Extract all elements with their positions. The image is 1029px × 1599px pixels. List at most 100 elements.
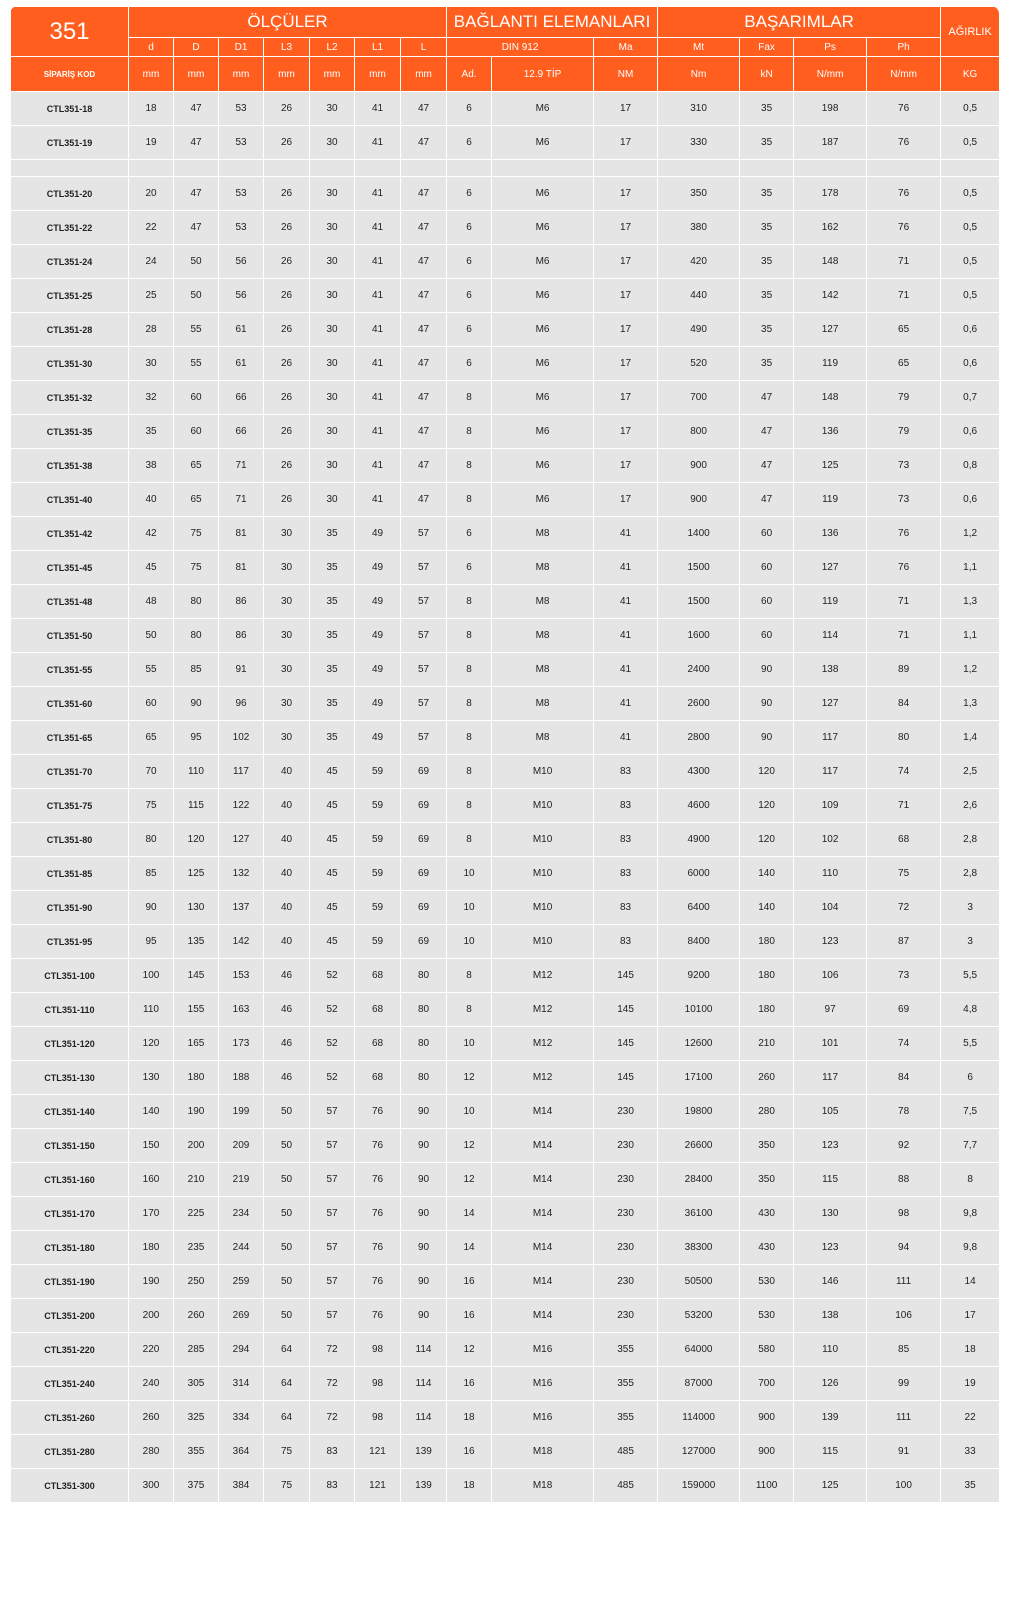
table-cell: 98 [866,1196,942,1231]
empty-cell [128,159,174,177]
table-cell: 19800 [657,1094,741,1129]
table-cell: 76 [866,550,942,585]
table-cell: 90 [399,1094,448,1129]
table-cell: 17 [593,176,659,211]
table-cell: 47 [173,176,219,211]
table-cell: 10 [446,856,493,891]
order-code: CTL351-220 [10,1332,129,1367]
table-cell: 121 [354,1468,401,1503]
table-cell: 5,5 [940,958,999,993]
table-cell: 71 [218,482,264,517]
table-cell: M8 [491,720,595,755]
table-cell: 59 [354,924,401,959]
table-cell: 59 [354,754,401,789]
table-cell: 47 [173,210,219,245]
table-cell: 200 [173,1128,219,1163]
table-cell: 47 [173,125,219,160]
table-cell: 123 [793,1128,868,1163]
table-cell: 65 [866,312,942,347]
table-cell: 8 [446,992,493,1027]
table-cell: 1,3 [940,584,999,619]
table-cell: 30 [309,210,355,245]
table-cell: 119 [793,482,868,517]
table-cell: 430 [739,1196,795,1231]
table-cell: 30 [263,720,310,755]
empty-cell [263,159,310,177]
table-cell: 97 [793,992,868,1027]
table-cell: 14 [446,1196,493,1231]
table-cell: 0,5 [940,244,999,279]
table-row: CTL351-18 18 47 53 26 30 41 47 6 M6 17 310 35 198 76 0,… [10,91,999,126]
table-cell: 75 [173,516,219,551]
table-cell: 6 [446,516,493,551]
table-cell: 17 [593,278,659,313]
table-row: CTL351-150 150 200 209 50 57 76 90 12 M14 230 26600… [10,1128,999,1163]
table-cell: 1,2 [940,516,999,551]
table-row: CTL351-42 42 75 81 30 35 49 57 6 M8 41 1400 60 136 76 1… [10,516,999,551]
table-cell: 145 [593,1026,659,1061]
table-cell: 22 [940,1400,999,1435]
table-row: CTL351-130 130 180 188 46 52 68 80 12 M12 145 17100… [10,1060,999,1095]
table-cell: 53 [218,125,264,160]
table-cell: M6 [491,91,595,126]
table-cell: 57 [399,516,448,551]
table-cell: 86 [218,584,264,619]
table-cell: 40 [263,754,310,789]
table-row: CTL351-90 90 130 137 40 45 59 69 10 M10 83 6400 140 1… [10,890,999,925]
table-cell: 294 [218,1332,264,1367]
table-cell: 75 [173,550,219,585]
table-cell: 20 [128,176,174,211]
table-cell: 102 [793,822,868,857]
table-row: CTL351-22 22 47 53 26 30 41 47 6 M6 17 380 35 162 76 0,… [10,210,999,245]
unit-header: mm [309,56,355,92]
table-cell: 230 [593,1094,659,1129]
table-cell: 146 [793,1264,868,1299]
table-cell: 60 [173,380,219,415]
table-cell: 375 [173,1468,219,1503]
table-cell: 41 [354,244,401,279]
table-cell: 45 [309,788,355,823]
unit-header: 12.9 TİP [491,56,595,92]
table-cell: 102 [218,720,264,755]
table-cell: 109 [793,788,868,823]
table-cell: 57 [399,618,448,653]
table-cell: 30 [309,346,355,381]
table-cell: 75 [128,788,174,823]
table-cell: 35 [739,176,795,211]
table-cell: 73 [866,448,942,483]
table-cell: 111 [866,1264,942,1299]
table-cell: 6 [446,125,493,160]
table-cell: 17 [593,346,659,381]
table-cell: 139 [399,1434,448,1469]
column-header: L [399,37,448,57]
table-cell: 0,5 [940,125,999,160]
table-cell: 73 [866,958,942,993]
table-cell: 41 [593,720,659,755]
table-cell: 46 [263,1026,310,1061]
empty-cell [399,159,448,177]
table-cell: 8 [446,414,493,449]
table-cell: 98 [354,1366,401,1401]
table-row: CTL351-25 25 50 56 26 30 41 47 6 M6 17 440 35 142 71 0,… [10,278,999,313]
table-cell: 35 [739,125,795,160]
table-cell: 52 [309,992,355,1027]
table-cell: 50500 [657,1264,741,1299]
table-cell: 125 [793,448,868,483]
table-cell: 127000 [657,1434,741,1469]
table-cell: 14 [446,1230,493,1265]
table-cell: 81 [218,550,264,585]
table-cell: 24 [128,244,174,279]
table-cell: 80 [399,1026,448,1061]
table-cell: 485 [593,1468,659,1503]
table-row: CTL351-85 85 125 132 40 45 59 69 10 M10 83 6000 140 1… [10,856,999,891]
table-cell: 1,3 [940,686,999,721]
empty-cell [593,159,659,177]
table-cell: 74 [866,1026,942,1061]
table-cell: 47 [399,414,448,449]
table-cell: 18 [446,1468,493,1503]
table-cell: 64 [263,1366,310,1401]
table-cell: 355 [173,1434,219,1469]
order-code: CTL351-300 [10,1468,129,1503]
table-cell: 50 [173,244,219,279]
table-cell: 76 [866,516,942,551]
